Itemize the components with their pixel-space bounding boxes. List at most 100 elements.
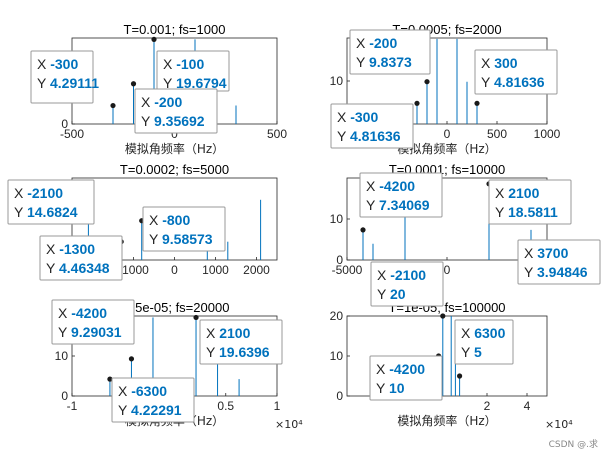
datatip-x-row: X -300	[37, 56, 78, 72]
datatip-x-value: 2100	[219, 325, 250, 341]
datatip-x-value: -100	[176, 56, 204, 72]
datatip-x-value: 300	[494, 55, 518, 71]
watermark: CSDN @.求	[548, 440, 598, 450]
datatip-y-label: Y	[14, 204, 27, 220]
datatip-x-value: 3700	[537, 245, 568, 261]
datatip-x-label: X	[376, 361, 389, 377]
datatip-y-row: Y 4.46348	[46, 260, 110, 276]
x-tick-label: -500	[60, 127, 84, 141]
datatip-x-value: -2100	[27, 185, 63, 201]
datatip-y-row: Y 20	[377, 286, 406, 302]
datatip-y-label: Y	[206, 344, 219, 360]
datatip-x-label: X	[337, 109, 350, 125]
x-exponent: ×10⁴	[545, 418, 573, 431]
datatip-x-label: X	[461, 325, 474, 341]
datatip-y-row: Y 9.35692	[141, 113, 205, 129]
y-tick-label: 10	[330, 212, 344, 226]
datatip-marker	[457, 373, 463, 379]
datatip-x-value: -800	[162, 212, 190, 228]
datatip-x-label: X	[149, 212, 162, 228]
datatip-y-value: 19.6794	[176, 75, 227, 91]
subplot-title: T=0.001; fs=1000	[124, 22, 226, 37]
datatip-x-row: X -2100	[14, 185, 63, 201]
datatip-y-value: 18.5811	[508, 204, 558, 220]
datatip-x-value: 6300	[474, 325, 505, 341]
datatip-marker	[107, 376, 113, 382]
x-tick-label: -1000	[118, 263, 149, 277]
datatip-y-row: Y 9.8373	[356, 54, 412, 70]
datatip-y-value: 5	[474, 344, 482, 360]
datatip-y-value: 19.6396	[219, 344, 270, 360]
y-tick-label: 0	[61, 117, 68, 131]
datatip-x-value: -4200	[389, 361, 425, 377]
datatip: X -300 Y 4.29111	[30, 50, 99, 104]
datatip-y-row: Y 4.81636	[481, 74, 545, 90]
datatip-x-row: X 2100	[206, 325, 251, 341]
datatip-y-row: Y 5	[461, 344, 482, 360]
datatip: X -4200 Y 7.34069	[359, 172, 443, 218]
datatip-x-value: -6300	[131, 383, 167, 399]
datatip-y-label: Y	[58, 324, 71, 340]
x-tick-label: 2	[484, 399, 491, 413]
datatip-x-value: -2100	[390, 267, 426, 283]
x-tick-label: 0.5	[217, 399, 234, 413]
datatip-y-value: 4.29111	[50, 75, 99, 91]
datatip-box	[349, 29, 431, 75]
datatip-x-label: X	[356, 35, 369, 51]
datatip-y-row: Y 3.94846	[524, 264, 588, 280]
datatip-x-label: X	[377, 267, 390, 283]
datatip-x-label: X	[58, 305, 71, 321]
datatip-marker	[128, 356, 135, 362]
datatip-marker	[414, 100, 420, 106]
datatip-box	[474, 49, 558, 95]
datatip-x-label: X	[495, 185, 508, 201]
datatip-y-label: Y	[141, 113, 154, 129]
datatip-x-row: X 6300	[461, 325, 506, 341]
datatip-y-value: 9.8373	[369, 54, 412, 70]
datatip-y-label: Y	[118, 402, 131, 418]
x-tick-label: 2000	[243, 263, 270, 277]
y-tick-label: 10	[330, 349, 344, 363]
datatip-box	[370, 261, 444, 307]
datatip-x-value: -300	[350, 109, 378, 125]
datatip-x-row: X -4200	[366, 178, 415, 194]
x-tick-label: -1	[67, 399, 78, 413]
datatip-y-row: Y 9.58573	[149, 231, 213, 247]
datatip-x-value: 2100	[508, 185, 539, 201]
x-axis-label: 模拟角频率（Hz）	[125, 141, 224, 156]
datatip-y-row: Y 18.5811	[495, 204, 558, 220]
datatip-marker	[474, 100, 480, 106]
datatip-y-label: Y	[163, 75, 176, 91]
datatip-y-label: Y	[337, 128, 350, 144]
datatip-x-row: X -6300	[118, 383, 167, 399]
datatip-marker	[110, 102, 116, 109]
datatip-box	[517, 239, 601, 285]
datatip-y-value: 14.6824	[27, 204, 78, 220]
datatip-y-label: Y	[366, 197, 379, 213]
datatip-y-label: Y	[495, 204, 508, 220]
y-tick-label: 10	[330, 74, 344, 88]
y-tick-label: 0	[336, 389, 343, 403]
y-tick-label: 20	[330, 309, 344, 323]
datatip-x-value: -4200	[71, 305, 107, 321]
x-tick-label: -5000	[332, 263, 363, 277]
datatip-y-row: Y 7.34069	[366, 197, 430, 213]
datatip-box	[359, 172, 443, 218]
datatip-x-row: X -300	[337, 109, 378, 125]
datatip-marker	[440, 313, 446, 319]
datatip-x-value: -200	[154, 94, 182, 110]
x-axis-label: 模拟角频率（Hz）	[397, 413, 496, 428]
datatip-y-label: Y	[37, 75, 50, 91]
datatip-box	[454, 319, 514, 365]
datatip-x-row: X 300	[481, 55, 518, 71]
datatip-x-label: X	[37, 56, 50, 72]
datatip: X 6300 Y 5	[454, 319, 514, 365]
